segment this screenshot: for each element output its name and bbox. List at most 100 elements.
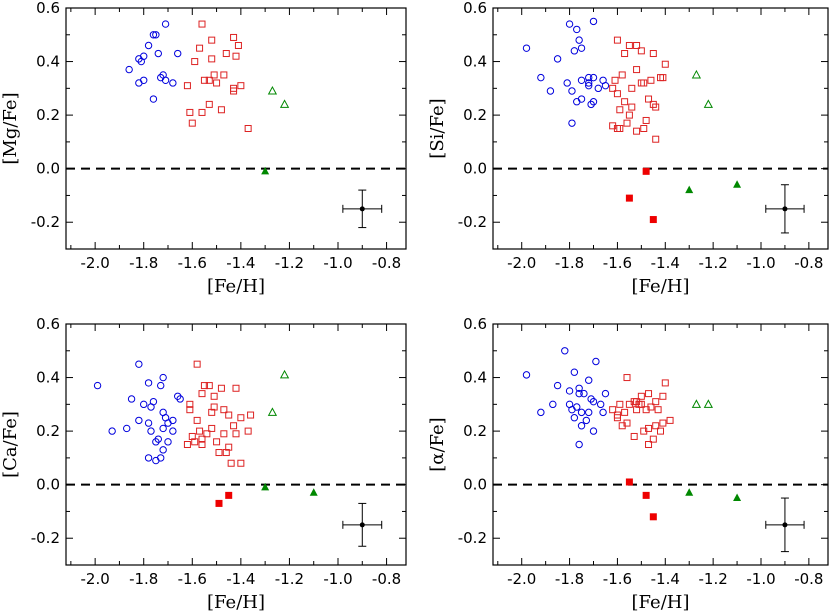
series-square-open [609, 374, 674, 448]
y-tick-label: 0.6 [463, 315, 487, 333]
data-point-filled-triangle [685, 488, 694, 496]
data-point-open-circle [599, 408, 607, 417]
panel-ca: -2.0 -1.8 -1.6 -1.4 -1.2 -1.0 -0.8 -0.2 0.0 0.2 0.… [0, 315, 407, 612]
data-point-open-circle [123, 424, 131, 433]
data-point-open-square [666, 416, 674, 424]
x-tick-label: -1.4 [226, 570, 255, 588]
data-point-open-circle [149, 95, 158, 103]
x-tick-label: -0.8 [794, 254, 823, 272]
data-point-open-square [625, 41, 633, 49]
error-bar-center [782, 206, 788, 212]
data-point-open-circle [140, 400, 148, 409]
data-point-open-circle [575, 36, 583, 44]
data-point-open-square [633, 66, 641, 74]
series-triangle-filled [685, 180, 742, 194]
data-point-filled-square [215, 499, 223, 507]
data-point-open-square [621, 50, 629, 58]
data-point-filled-square [649, 513, 657, 521]
data-point-open-square [649, 435, 657, 443]
y-tick-label: -0.2 [31, 213, 60, 231]
data-point-open-square [613, 90, 621, 98]
data-point-open-circle [108, 427, 116, 435]
series-triangle-open [691, 399, 713, 408]
data-point-open-circle [570, 368, 579, 376]
y-tick-label: 0.2 [36, 422, 60, 440]
x-axis-label: [Fe/H] [207, 592, 265, 612]
x-tick-label: -1.2 [275, 570, 304, 588]
data-point-open-circle [565, 20, 574, 28]
y-tick-label: 0.0 [36, 160, 60, 178]
data-point-open-square [616, 400, 624, 408]
y-tick-label: 0.4 [36, 369, 60, 387]
data-point-open-circle [573, 403, 581, 411]
data-point-open-square [210, 403, 218, 411]
data-point-open-circle [159, 424, 167, 433]
y-tick-label: 0.2 [36, 106, 60, 124]
x-tick-label: -1.6 [178, 570, 207, 588]
data-point-filled-square [642, 167, 650, 175]
data-point-open-circle [169, 427, 177, 435]
series-triangle-open [691, 69, 713, 108]
data-point-open-circle [127, 395, 136, 403]
error-bar [765, 184, 805, 234]
data-point-open-circle [577, 76, 586, 85]
data-point-open-square [208, 55, 216, 63]
data-point-open-circle [144, 41, 153, 50]
data-point-open-square [652, 103, 660, 111]
data-point-open-circle [152, 31, 160, 39]
data-point-open-circle [577, 44, 586, 52]
data-point-open-square [215, 449, 223, 457]
data-point-open-circle [159, 373, 167, 382]
data-point-open-circle [573, 25, 581, 34]
x-tick-label: -1.0 [323, 570, 352, 588]
data-point-open-circle [589, 427, 598, 435]
data-point-open-square [196, 427, 204, 435]
data-point-open-square [225, 411, 233, 419]
data-point-open-circle [161, 20, 170, 28]
data-point-open-square [217, 384, 225, 392]
data-point-open-circle [176, 395, 184, 403]
data-point-open-square [654, 406, 662, 414]
data-point-open-circle [589, 397, 598, 406]
data-point-open-circle [135, 416, 143, 425]
y-tick-label: 0.4 [463, 53, 487, 71]
data-point-open-circle [147, 403, 155, 411]
data-point-open-circle [577, 408, 586, 417]
data-point-open-square [621, 408, 629, 416]
data-point-open-circle [144, 454, 153, 462]
data-point-filled-triangle [733, 180, 742, 188]
data-point-open-triangle [703, 99, 713, 108]
data-point-open-square [210, 392, 218, 400]
data-point-open-circle [592, 357, 600, 366]
panel-mg: -2.0 -1.8 -1.6 -1.4 -1.2 -1.0 -0.8 -0.2 0.0 0.2 0.… [0, 0, 407, 297]
data-point-open-circle [169, 416, 177, 425]
data-point-open-triangle [703, 399, 713, 408]
data-point-open-circle [575, 440, 583, 449]
data-point-filled-triangle [261, 482, 270, 491]
series-square-filled [215, 491, 233, 507]
data-point-open-circle [587, 100, 595, 109]
x-tick-label: -1.0 [323, 254, 352, 272]
error-bar [342, 502, 383, 547]
data-point-open-square [609, 84, 617, 92]
data-point-filled-triangle [261, 166, 270, 175]
y-tick-label: -0.2 [31, 529, 60, 547]
data-point-open-square [198, 108, 206, 116]
plot-frame [492, 323, 829, 566]
data-point-open-square [191, 58, 199, 66]
data-point-open-circle [144, 419, 153, 427]
data-point-open-square [191, 438, 199, 446]
data-point-filled-square [642, 491, 650, 499]
data-point-open-circle [601, 389, 610, 398]
data-point-open-triangle [279, 99, 290, 108]
data-point-open-circle [568, 87, 576, 95]
data-point-open-square [633, 41, 641, 49]
data-point-open-circle [522, 44, 531, 52]
data-point-open-circle [157, 454, 165, 462]
data-point-open-square [661, 379, 669, 387]
data-point-open-square [633, 127, 641, 135]
data-point-open-square [230, 87, 238, 95]
data-point-open-square [637, 79, 645, 87]
y-tick-label: 0.0 [463, 160, 487, 178]
data-point-open-circle [159, 446, 167, 454]
